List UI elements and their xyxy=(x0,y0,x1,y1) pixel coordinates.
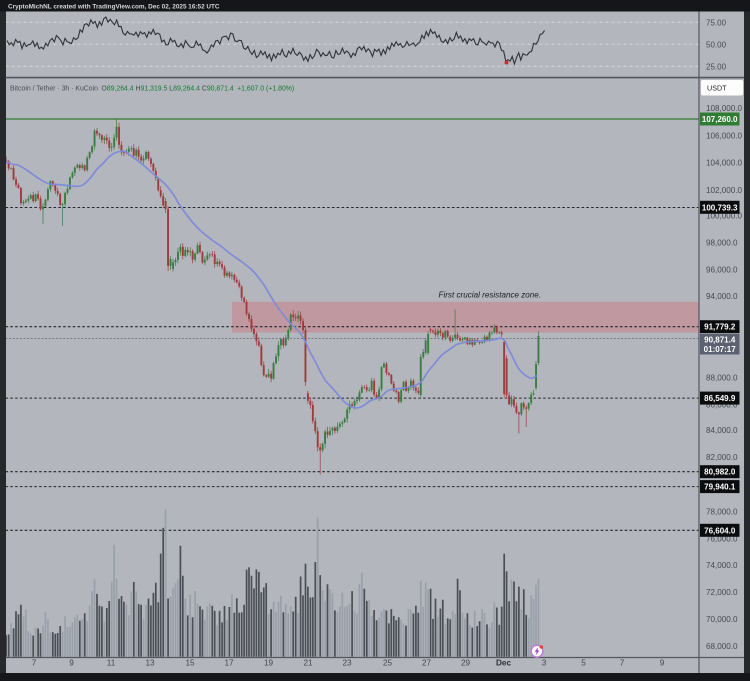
svg-text:68,000.0: 68,000.0 xyxy=(706,642,738,651)
svg-text:21: 21 xyxy=(303,659,313,668)
svg-text:01:07:17: 01:07:17 xyxy=(704,345,737,354)
svg-text:86,549.9: 86,549.9 xyxy=(704,394,736,403)
svg-text:5: 5 xyxy=(581,659,586,668)
svg-text:7: 7 xyxy=(32,659,37,668)
svg-text:Dec: Dec xyxy=(496,659,511,668)
svg-text:100,739.3: 100,739.3 xyxy=(702,203,738,212)
svg-text:100,000.0: 100,000.0 xyxy=(706,211,743,220)
svg-text:102,000.0: 102,000.0 xyxy=(706,186,743,195)
svg-text:USDT: USDT xyxy=(707,84,727,93)
svg-text:82,000.0: 82,000.0 xyxy=(706,453,738,462)
svg-text:78,000.0: 78,000.0 xyxy=(706,507,738,516)
svg-text:29: 29 xyxy=(461,659,471,668)
svg-text:70,000.0: 70,000.0 xyxy=(706,615,738,624)
svg-text:27: 27 xyxy=(422,659,432,668)
svg-text:17: 17 xyxy=(224,659,234,668)
svg-text:90,871.4: 90,871.4 xyxy=(704,336,736,345)
svg-text:76,000.0: 76,000.0 xyxy=(706,534,738,543)
svg-text:7: 7 xyxy=(620,659,625,668)
svg-text:72,000.0: 72,000.0 xyxy=(706,588,738,597)
svg-text:11: 11 xyxy=(107,659,116,668)
svg-text:23: 23 xyxy=(342,659,352,668)
svg-text:13: 13 xyxy=(145,659,155,668)
svg-text:79,940.1: 79,940.1 xyxy=(704,483,736,492)
svg-text:Bitcoin / Tether · 3h · KuCoin: Bitcoin / Tether · 3h · KuCoin O89,264.4… xyxy=(10,86,294,93)
svg-text:86,000.0: 86,000.0 xyxy=(706,400,738,409)
svg-text:25: 25 xyxy=(383,659,393,668)
svg-text:96,000.0: 96,000.0 xyxy=(706,265,738,274)
svg-text:CryptoMichNL created with Trad: CryptoMichNL created with TradingView.co… xyxy=(8,3,220,10)
svg-text:84,000.0: 84,000.0 xyxy=(706,426,738,435)
svg-text:91,779.2: 91,779.2 xyxy=(704,323,736,332)
svg-text:76,604.0: 76,604.0 xyxy=(704,526,736,535)
svg-text:108,000.0: 108,000.0 xyxy=(706,104,743,113)
svg-text:75.00: 75.00 xyxy=(706,18,727,27)
svg-text:98,000.0: 98,000.0 xyxy=(706,238,738,247)
svg-text:First crucial resistance zone.: First crucial resistance zone. xyxy=(439,291,542,300)
svg-text:107,260.0: 107,260.0 xyxy=(702,115,738,124)
svg-text:94,000.0: 94,000.0 xyxy=(706,292,738,301)
svg-text:88,000.0: 88,000.0 xyxy=(706,373,738,382)
svg-text:104,000.0: 104,000.0 xyxy=(706,158,743,167)
svg-text:9: 9 xyxy=(69,659,74,668)
svg-text:3: 3 xyxy=(542,659,547,668)
svg-text:15: 15 xyxy=(185,659,195,668)
svg-text:50.00: 50.00 xyxy=(706,40,727,49)
svg-text:25.00: 25.00 xyxy=(706,62,727,71)
svg-text:74,000.0: 74,000.0 xyxy=(706,561,738,570)
svg-text:19: 19 xyxy=(264,659,274,668)
svg-text:80,982.0: 80,982.0 xyxy=(704,468,736,477)
svg-text:9: 9 xyxy=(660,659,665,668)
svg-text:106,000.0: 106,000.0 xyxy=(706,132,743,141)
